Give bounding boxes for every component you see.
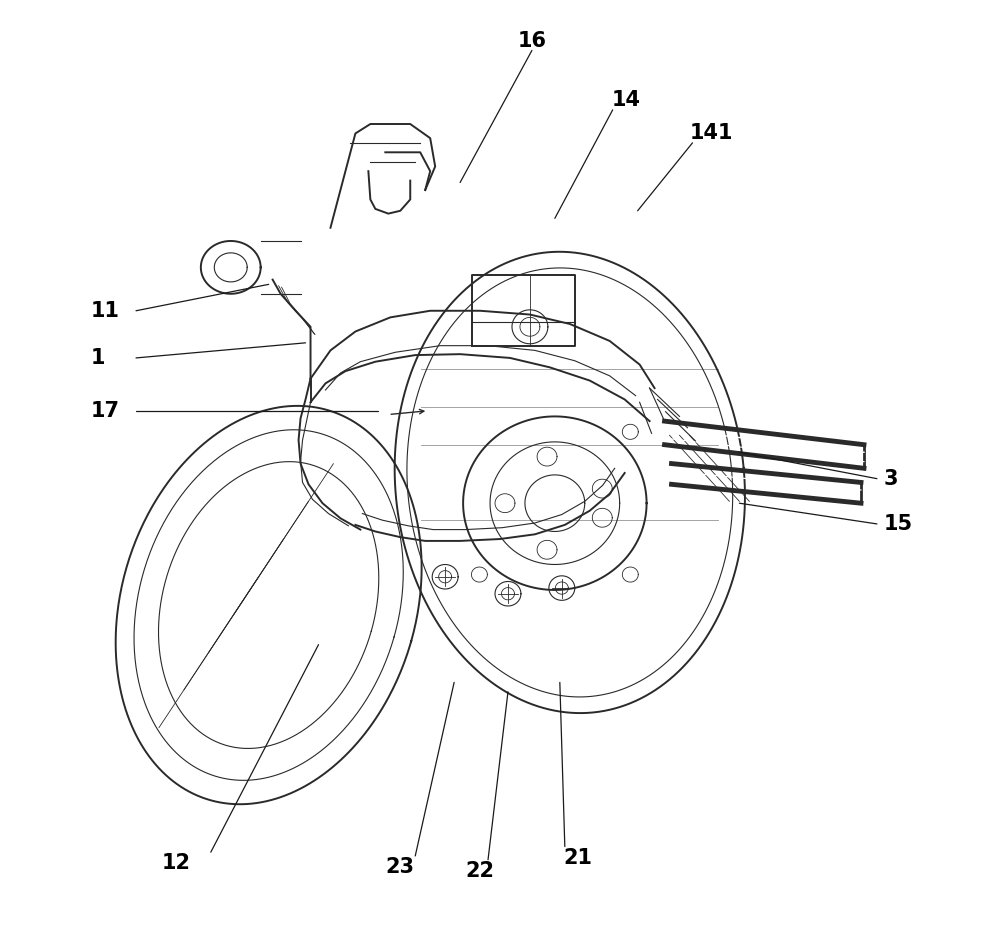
Text: 3: 3 — [884, 468, 898, 489]
Text: 1: 1 — [91, 348, 106, 368]
Text: 15: 15 — [884, 514, 913, 534]
Text: 141: 141 — [690, 123, 733, 144]
Text: 21: 21 — [563, 848, 592, 867]
Text: 23: 23 — [386, 857, 415, 877]
Text: 14: 14 — [612, 91, 641, 111]
Text: 16: 16 — [517, 31, 546, 51]
Text: 11: 11 — [91, 301, 120, 321]
Text: 22: 22 — [466, 861, 495, 881]
Text: 17: 17 — [91, 401, 120, 421]
Text: 12: 12 — [161, 853, 190, 873]
